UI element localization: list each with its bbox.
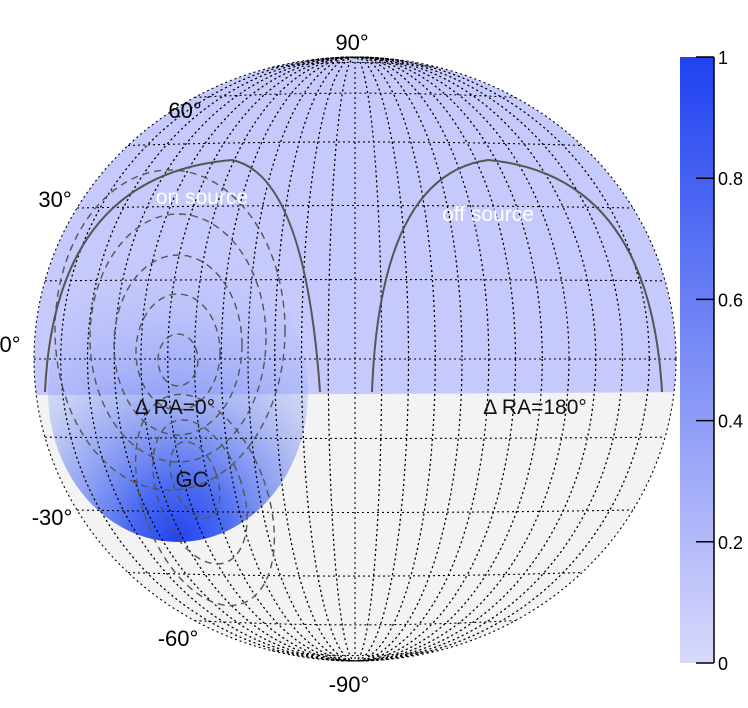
- colorbar-tick-label: 0.8: [718, 169, 743, 189]
- lat-label-minus60: -60°: [158, 626, 199, 651]
- grid-meridian: [300, 56, 410, 662]
- colorbar-tick-label: 1: [718, 48, 728, 68]
- grid-parallel: [128, 571, 582, 577]
- exposure-contour: [89, 213, 267, 463]
- colorbar-tick-label: 0: [718, 654, 728, 674]
- grid-meridian: [193, 56, 517, 662]
- lat-label-0: 0°: [0, 332, 21, 357]
- on-source-region-outline: [44, 158, 321, 393]
- colorbar-ticks: 0 0.2 0.4 0.6 0.8 1: [696, 48, 743, 674]
- intensity-peak: [48, 242, 308, 542]
- grid-parallel: [128, 141, 582, 147]
- lat-label-minus30: -30°: [32, 505, 73, 530]
- grid-meridian: [167, 56, 543, 662]
- exposure-contour: [113, 254, 243, 436]
- delta-ra-180-label: Δ RA=180°: [483, 396, 587, 419]
- gc-contour: [152, 419, 248, 565]
- grid-meridian: [113, 56, 597, 662]
- coordinate-grid: [34, 56, 676, 662]
- gc-contour: [134, 393, 276, 607]
- galactic-center-label: GC: [176, 467, 209, 492]
- grid-meridian: [247, 56, 463, 662]
- lat-label-30: 30°: [38, 187, 71, 212]
- on-source-label: on source: [156, 186, 248, 209]
- colorbar-tick-label: 0.6: [718, 290, 743, 310]
- exposure-contour: [54, 169, 286, 491]
- delta-ra-0-label: Δ RA=0°: [135, 396, 215, 419]
- gc-contour: [169, 440, 221, 520]
- colorbar-tick-label: 0.4: [718, 412, 743, 432]
- grid-meridian: [86, 56, 624, 662]
- grid-meridian: [140, 56, 570, 662]
- colorbar-tick-label: 0.2: [718, 533, 743, 553]
- lat-label-90: 90°: [335, 30, 368, 55]
- sky-map-regions: [34, 57, 676, 661]
- grid-parallel: [44, 278, 666, 282]
- off-source-region-outline: [371, 158, 663, 393]
- off-source-label: off source: [442, 203, 534, 226]
- exposure-contour: [157, 333, 199, 387]
- map-outline: [33, 56, 677, 662]
- colorbar-gradient: [680, 57, 714, 663]
- grid-meridian: [60, 56, 650, 662]
- grid-meridian: [220, 56, 490, 662]
- lat-label-60: 60°: [168, 98, 201, 123]
- colorbar: 0 0.2 0.4 0.6 0.8 1: [680, 48, 743, 674]
- exposure-contour: [135, 293, 221, 411]
- lat-label-minus90: -90°: [329, 672, 370, 697]
- exposure-contours: [54, 169, 286, 607]
- grid-parallel: [194, 619, 516, 626]
